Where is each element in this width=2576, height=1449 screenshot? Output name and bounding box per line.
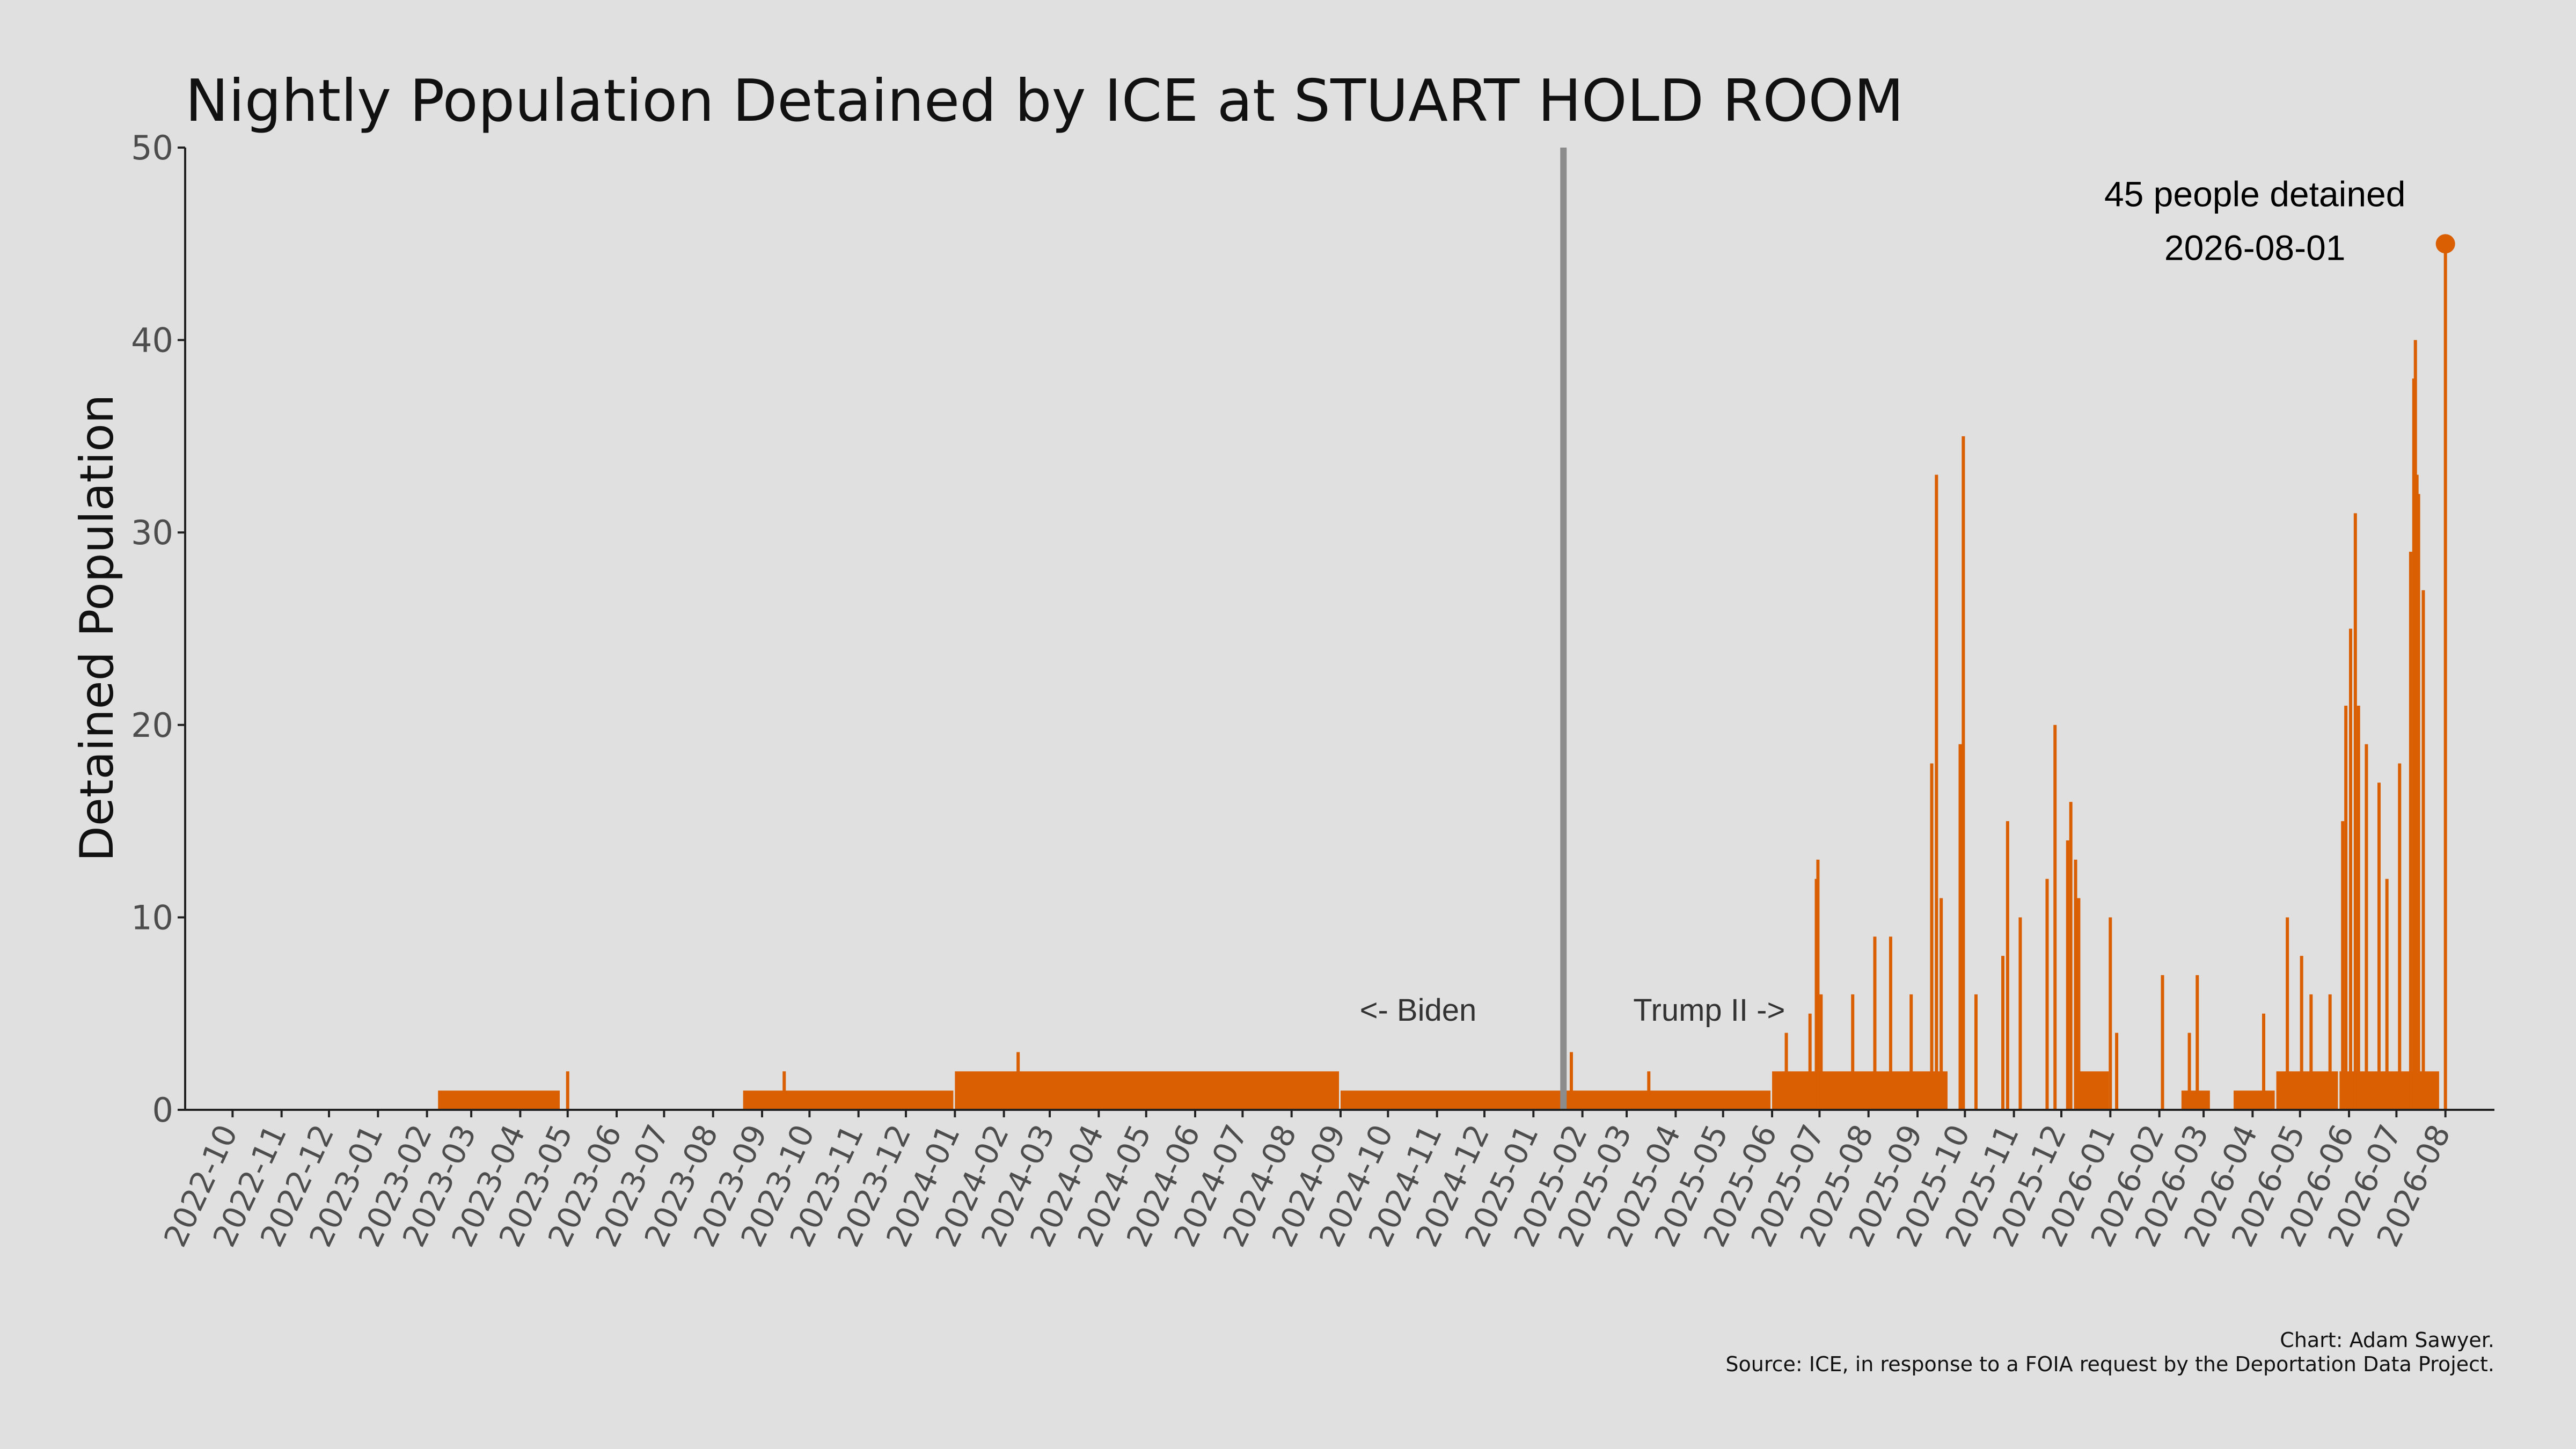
plot-area: 010203040502022-102022-112022-122023-012… xyxy=(131,128,2494,1253)
bar-spike xyxy=(1816,859,1820,1110)
bar-spike xyxy=(782,1071,786,1110)
bar-spike xyxy=(2053,724,2057,1110)
bar-spike xyxy=(2341,821,2345,1110)
bar-spike xyxy=(2348,628,2352,1110)
annotations-group: 45 people detained 2026-08-01 <- Biden Trum… xyxy=(1360,174,2455,1028)
bar-spike xyxy=(1569,1052,1573,1110)
bar-spike xyxy=(1889,936,1892,1110)
bar-segment xyxy=(955,1071,1340,1110)
bar-spike xyxy=(1962,436,1965,1110)
y-tick-label: 10 xyxy=(131,898,173,937)
peak-date-label: 2026-08-01 xyxy=(2164,228,2346,267)
bar-spike xyxy=(2309,994,2313,1110)
bar-spike xyxy=(1784,1033,1788,1110)
bar-segment xyxy=(1565,1091,1771,1110)
bar-segment xyxy=(2234,1091,2275,1110)
bar-spike xyxy=(1851,994,1855,1110)
bar-spike xyxy=(2077,898,2081,1110)
bar-spike xyxy=(2074,859,2077,1110)
bar-spike xyxy=(566,1071,569,1110)
bar-spike xyxy=(2398,763,2402,1110)
y-tick-label: 30 xyxy=(131,513,173,552)
bar-spike xyxy=(2262,1013,2265,1110)
y-tick-label: 50 xyxy=(131,128,173,167)
bar-spike xyxy=(2045,879,2049,1110)
bar-spike xyxy=(2377,782,2381,1110)
bar-spike xyxy=(1647,1071,1651,1110)
bar-spike xyxy=(2069,802,2073,1110)
bars-group xyxy=(438,244,2447,1110)
bar-segment xyxy=(2075,1071,2109,1110)
bar-spike xyxy=(1958,744,1962,1110)
y-tick-label: 20 xyxy=(131,706,173,745)
bar-spike xyxy=(1935,474,1938,1110)
bar-spike xyxy=(1808,1013,1812,1110)
peak-marker xyxy=(2435,234,2455,254)
bar-spike xyxy=(2115,1033,2119,1110)
bar-spike xyxy=(2409,552,2412,1110)
bar-segment xyxy=(1340,1091,1564,1110)
bar-spike xyxy=(2001,956,2005,1110)
bar-spike xyxy=(2328,994,2332,1110)
bar-spike xyxy=(2344,705,2348,1110)
trump-label: Trump II -> xyxy=(1633,993,1785,1028)
bar-spike xyxy=(2353,513,2357,1110)
bar-spike xyxy=(1940,898,1943,1110)
bar-spike xyxy=(2300,956,2303,1110)
caption-author: Chart: Adam Sawyer. xyxy=(2280,1328,2494,1352)
bar-spike xyxy=(2286,917,2289,1110)
bar-spike xyxy=(1873,936,1877,1110)
bar-spike xyxy=(1819,994,1823,1110)
bar-segment xyxy=(1772,1071,1948,1110)
bar-spike xyxy=(2018,917,2022,1110)
bar-segment xyxy=(743,1091,954,1110)
bar-spike xyxy=(2365,744,2368,1110)
bar-spike xyxy=(1016,1052,1020,1110)
biden-label: <- Biden xyxy=(1360,993,1477,1028)
y-axis-label: Detained Population xyxy=(70,394,124,862)
peak-label: 45 people detained xyxy=(2104,174,2406,214)
bar-spike xyxy=(1930,763,1934,1110)
caption-source: Source: ICE, in response to a FOIA reque… xyxy=(1725,1352,2494,1376)
bar-spike xyxy=(2066,840,2069,1110)
y-tick-label: 0 xyxy=(152,1091,173,1130)
bar-spike xyxy=(1909,994,1913,1110)
bar-spike xyxy=(2187,1033,2191,1110)
bar-spike xyxy=(2385,879,2389,1110)
bar-segment xyxy=(438,1091,560,1110)
bar-spike xyxy=(1974,994,1978,1110)
bar-spike xyxy=(2421,590,2425,1110)
bar-spike xyxy=(2357,705,2360,1110)
bar-spike xyxy=(2161,975,2164,1110)
bar-spike xyxy=(2443,244,2447,1110)
bar-spike xyxy=(2196,975,2199,1110)
bar-spike xyxy=(2006,821,2009,1110)
chart-title: Nightly Population Detained by ICE at ST… xyxy=(185,68,1904,135)
bar-spike xyxy=(2417,494,2420,1110)
bar-spike xyxy=(2109,917,2112,1110)
y-tick-label: 40 xyxy=(131,321,173,360)
